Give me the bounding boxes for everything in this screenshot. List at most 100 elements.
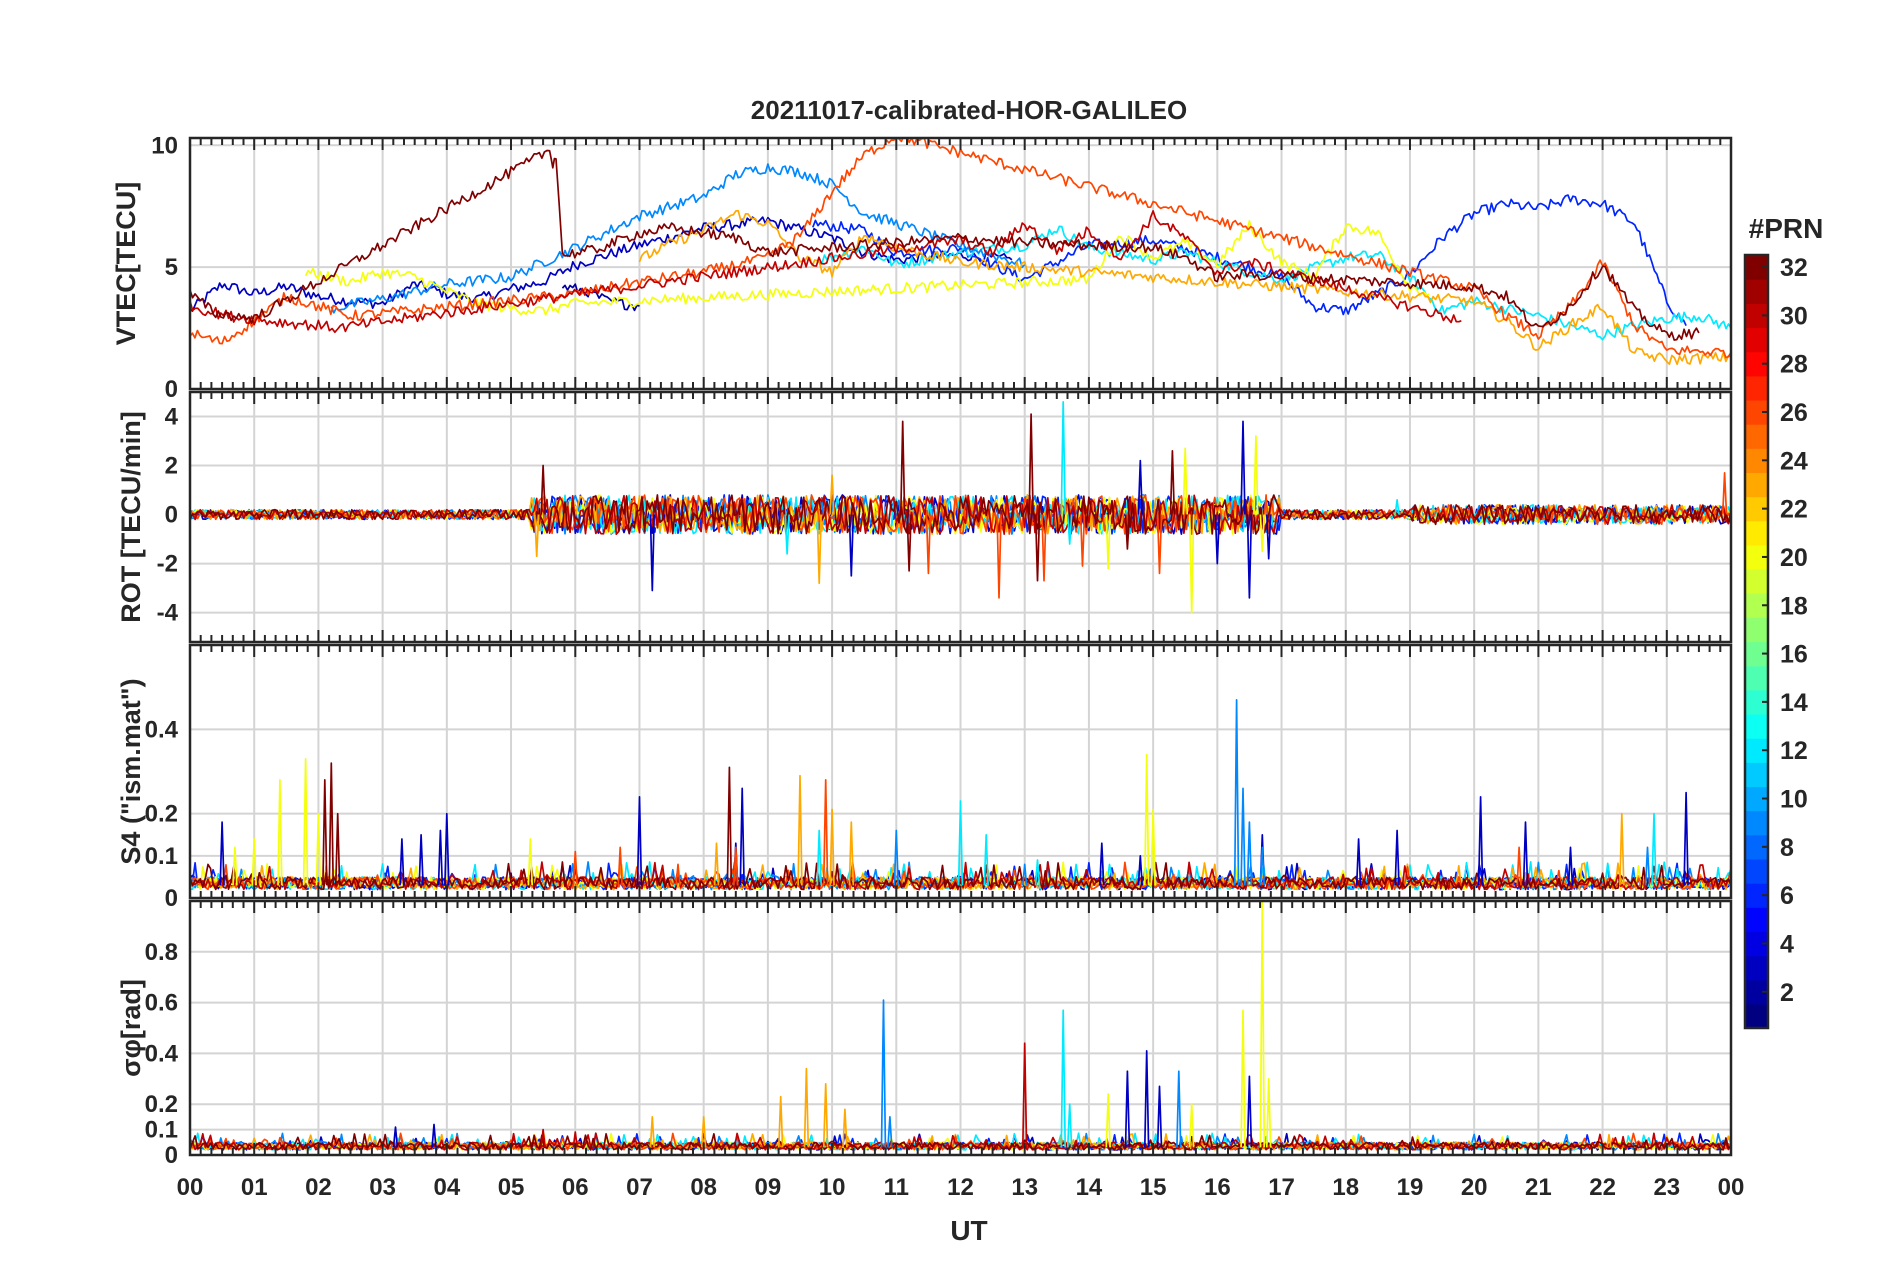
colorbar-swatch bbox=[1745, 931, 1768, 957]
series-prn-20 bbox=[1105, 435, 1266, 614]
y-tick-label: 0.2 bbox=[145, 1091, 178, 1118]
colorbar-tick-label: 18 bbox=[1780, 592, 1808, 620]
series-prn-23 bbox=[638, 209, 1731, 366]
panel-rot: -4 -2 0 2 4 ROT [TECU/min] bbox=[116, 390, 1733, 644]
colorbar-tick-label: 30 bbox=[1780, 302, 1808, 330]
series-prn-23 bbox=[533, 474, 835, 585]
colorbar-tick-label: 28 bbox=[1780, 351, 1808, 379]
colorbar-tick-label: 8 bbox=[1780, 834, 1794, 862]
series-group bbox=[190, 138, 1731, 366]
colorbar-swatch bbox=[1745, 496, 1768, 522]
x-tick-label: 01 bbox=[241, 1174, 268, 1201]
colorbar-tick-label: 16 bbox=[1780, 641, 1808, 669]
colorbar-swatch bbox=[1745, 979, 1768, 1005]
series-prn-20 bbox=[304, 219, 1430, 316]
y-tick-label: 0.1 bbox=[145, 1117, 178, 1144]
x-tick-label: 22 bbox=[1589, 1174, 1616, 1201]
x-tick-label: 04 bbox=[433, 1174, 460, 1201]
x-tick-label: 12 bbox=[947, 1174, 974, 1201]
series-prn-12 bbox=[816, 800, 1657, 886]
series-prn-9 bbox=[880, 999, 1182, 1148]
y-tick-label: 10 bbox=[151, 132, 178, 159]
colorbar-swatch bbox=[1745, 351, 1768, 377]
noise-trace-prn-30 bbox=[190, 494, 1731, 536]
series-prn-26 bbox=[190, 138, 1731, 359]
x-tick-labels: 00 01 02 03 04 05 06 07 08 09 10 11 12 13 14 15 16 17 18 19… bbox=[177, 1174, 1745, 1201]
colorbar-swatch bbox=[1745, 738, 1768, 763]
colorbar-swatch bbox=[1745, 424, 1768, 449]
colorbar-tick-label: 12 bbox=[1780, 737, 1808, 765]
series-prn-9 bbox=[330, 163, 1026, 314]
x-tick-label: 11 bbox=[884, 1174, 909, 1201]
colorbar-tick-label: 22 bbox=[1780, 496, 1808, 524]
x-tick-label: 06 bbox=[562, 1174, 589, 1201]
series-prn-20 bbox=[1105, 901, 1272, 1148]
panel-sigma_phi: 00.10.2 0.4 0.6 0.8 σφ[rad] bbox=[116, 899, 1733, 1169]
y-tick-label: 0.4 bbox=[145, 716, 179, 743]
x-ticks bbox=[189, 901, 1732, 1155]
y-tick-label: 4 bbox=[165, 404, 179, 431]
series-prn-26 bbox=[572, 779, 1522, 886]
colorbar-swatch bbox=[1745, 544, 1768, 570]
y-tick-label: 0.8 bbox=[145, 939, 178, 966]
colorbar-swatch bbox=[1745, 641, 1768, 667]
y-tick-label: 0.4 bbox=[145, 1040, 179, 1067]
colorbar-swatch bbox=[1745, 883, 1768, 908]
y-tick-label: 0.1 bbox=[145, 843, 178, 870]
x-ticks bbox=[189, 645, 1732, 898]
x-tick-label: 13 bbox=[1011, 1174, 1038, 1201]
x-tick-label: 00 bbox=[1718, 1174, 1745, 1201]
colorbar-swatch bbox=[1745, 907, 1768, 932]
y-tick-label: 0.6 bbox=[145, 990, 178, 1017]
x-tick-label: 07 bbox=[626, 1174, 653, 1201]
colorbar-swatch bbox=[1745, 448, 1768, 474]
x-tick-label: 10 bbox=[819, 1174, 846, 1201]
colorbar-swatch bbox=[1745, 955, 1768, 981]
series-prn-32 bbox=[322, 762, 1015, 886]
series-prn-2 bbox=[561, 283, 640, 312]
colorbar-frame bbox=[1743, 253, 1770, 1030]
x-tick-label: 14 bbox=[1076, 1174, 1103, 1201]
x-tick-label: 20 bbox=[1461, 1174, 1488, 1201]
y-tick-label: 5 bbox=[165, 254, 178, 281]
chart-title: 20211017-calibrated-HOR-GALILEO bbox=[751, 95, 1187, 125]
series-prn-30 bbox=[190, 210, 1462, 334]
colorbar-swatch bbox=[1745, 303, 1768, 329]
series-prn-32 bbox=[190, 149, 1700, 341]
y-tick-label: 2 bbox=[165, 453, 178, 480]
series-prn-32 bbox=[540, 413, 1176, 582]
x-tick-label: 19 bbox=[1397, 1174, 1424, 1201]
x-axis-label: UT bbox=[950, 1215, 987, 1246]
y-axis-label: S4 ("ism.mat") bbox=[116, 678, 146, 864]
series-prn-26 bbox=[925, 472, 1728, 599]
colorbar-swatch bbox=[1745, 255, 1768, 280]
colorbar-swatch bbox=[1745, 834, 1768, 860]
colorbar-swatch bbox=[1745, 713, 1768, 739]
x-ticks bbox=[189, 138, 1732, 389]
series-prn-30 bbox=[540, 1042, 1028, 1148]
colorbar-swatch bbox=[1745, 569, 1768, 594]
x-tick-label: 17 bbox=[1268, 1174, 1295, 1201]
colorbar-tick-label: 10 bbox=[1780, 786, 1808, 814]
series-prn-3 bbox=[190, 216, 1013, 312]
y-tick-label: -4 bbox=[157, 600, 179, 627]
colorbar-tick-label: 14 bbox=[1780, 689, 1808, 717]
noise-trace-prn-32 bbox=[190, 494, 1731, 535]
colorbar-tick-label: 26 bbox=[1780, 399, 1808, 427]
series-prn-12 bbox=[819, 225, 1731, 341]
colorbar-swatch bbox=[1745, 786, 1768, 812]
x-tick-label: 15 bbox=[1140, 1174, 1167, 1201]
colorbar-swatch bbox=[1745, 375, 1768, 401]
colorbar-swatch bbox=[1745, 593, 1768, 618]
series-prn-12 bbox=[784, 400, 1400, 555]
colorbar-swatch bbox=[1745, 858, 1768, 884]
series-group bbox=[190, 400, 1731, 614]
colorbar-swatch bbox=[1745, 520, 1768, 546]
x-tick-label: 02 bbox=[305, 1174, 332, 1201]
colorbar-swatch bbox=[1745, 1003, 1768, 1029]
series-prn-3 bbox=[649, 420, 1272, 599]
y-tick-label: 0 bbox=[165, 502, 178, 529]
